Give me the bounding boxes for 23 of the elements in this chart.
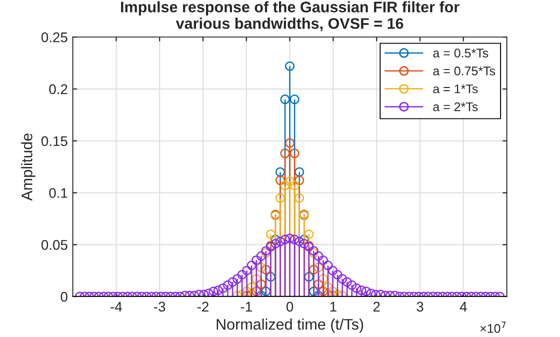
x-tick-label: 0 <box>286 302 294 312</box>
x-tick-label: -4 <box>110 302 122 312</box>
legend-label: a = 0.5*Ts <box>433 48 488 58</box>
text: ×10$^{7}$ <box>480 322 506 333</box>
x-tick-label: -2 <box>197 302 208 312</box>
y-tick-label: 0.1 <box>49 188 68 198</box>
x-tick-label: -3 <box>154 302 166 312</box>
legend-label: a = 1*Ts <box>433 84 478 94</box>
y-tick-label: 0 <box>60 292 68 302</box>
y-axis-title: Amplitude <box>21 134 36 201</box>
legend-label: a = 2*Ts <box>433 102 478 112</box>
x-tick-label: 1 <box>330 302 336 312</box>
x-axis-title: Normalized time (t/Ts) <box>216 318 364 333</box>
y-tick-label: 0.15 <box>41 136 68 146</box>
x-tick-label: 4 <box>460 302 467 312</box>
y-tick-label: 0.25 <box>41 32 68 42</box>
legend-label: a = 0.75*Ts <box>433 66 496 76</box>
x-tick-label: 2 <box>373 302 380 312</box>
x-tick-label: -1 <box>240 302 252 312</box>
y-tick-label: 0.05 <box>41 240 68 250</box>
chart-title: Impulse response of the Gaussian FIR filter for various bandwidths, OVSF = 16 <box>121 1 460 32</box>
y-tick-label: 0.2 <box>49 84 68 94</box>
x-tick-label: 3 <box>416 302 424 312</box>
